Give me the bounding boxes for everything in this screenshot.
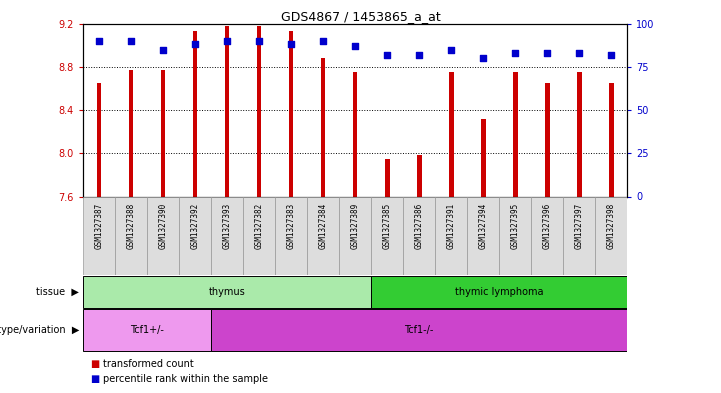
Point	[413, 51, 425, 58]
Text: thymic lymphoma: thymic lymphoma	[455, 287, 544, 297]
Bar	[225, 26, 229, 196]
Text: GSM1327387: GSM1327387	[94, 203, 103, 249]
Point	[510, 50, 521, 56]
Bar	[243, 196, 275, 275]
Text: GSM1327389: GSM1327389	[350, 203, 360, 249]
Bar	[339, 196, 371, 275]
Text: GSM1327388: GSM1327388	[126, 203, 136, 249]
Text: percentile rank within the sample: percentile rank within the sample	[103, 374, 268, 384]
Point	[446, 46, 457, 53]
Text: GSM1327385: GSM1327385	[383, 203, 392, 249]
Point	[317, 38, 329, 44]
Text: GSM1327397: GSM1327397	[575, 203, 584, 249]
Bar	[83, 276, 371, 308]
Point	[477, 55, 489, 61]
Bar	[83, 196, 115, 275]
Bar	[353, 72, 358, 196]
Text: GSM1327394: GSM1327394	[479, 203, 487, 249]
Text: tissue  ▶: tissue ▶	[37, 287, 79, 297]
Point	[157, 46, 169, 53]
Text: GSM1327398: GSM1327398	[607, 203, 616, 249]
Point	[381, 51, 393, 58]
Point	[221, 38, 233, 44]
Point	[93, 38, 105, 44]
Text: GSM1327391: GSM1327391	[446, 203, 456, 249]
Text: thymus: thymus	[208, 287, 245, 297]
Bar	[435, 196, 467, 275]
Text: GSM1327393: GSM1327393	[223, 203, 231, 249]
Bar	[193, 31, 198, 196]
Bar	[97, 83, 102, 196]
Point	[573, 50, 585, 56]
Bar	[563, 196, 596, 275]
Bar	[147, 196, 179, 275]
Bar	[128, 70, 133, 196]
Bar	[115, 196, 147, 275]
Bar	[371, 196, 403, 275]
Bar	[467, 196, 499, 275]
Text: ■: ■	[90, 374, 99, 384]
Text: GSM1327392: GSM1327392	[190, 203, 200, 249]
Bar	[307, 196, 339, 275]
Bar	[211, 309, 627, 351]
Bar	[403, 196, 435, 275]
Bar	[609, 83, 614, 196]
Text: GDS4867 / 1453865_a_at: GDS4867 / 1453865_a_at	[280, 10, 441, 23]
Bar	[211, 196, 243, 275]
Bar	[371, 276, 627, 308]
Bar	[161, 70, 165, 196]
Bar	[545, 83, 549, 196]
Bar	[257, 26, 262, 196]
Bar	[448, 72, 454, 196]
Text: GSM1327396: GSM1327396	[543, 203, 552, 249]
Bar	[499, 196, 531, 275]
Text: GSM1327384: GSM1327384	[319, 203, 327, 249]
Text: GSM1327382: GSM1327382	[255, 203, 264, 249]
Text: genotype/variation  ▶: genotype/variation ▶	[0, 325, 79, 335]
Bar	[321, 58, 325, 196]
Text: GSM1327386: GSM1327386	[415, 203, 424, 249]
Bar	[83, 309, 211, 351]
Text: GSM1327383: GSM1327383	[286, 203, 296, 249]
Point	[286, 41, 297, 48]
Bar	[417, 156, 422, 196]
Bar	[385, 159, 389, 196]
Point	[125, 38, 137, 44]
Bar	[275, 196, 307, 275]
Point	[189, 41, 200, 48]
Point	[541, 50, 553, 56]
Bar	[513, 72, 518, 196]
Bar	[481, 119, 485, 196]
Bar	[577, 72, 582, 196]
Text: GSM1327390: GSM1327390	[159, 203, 167, 249]
Point	[350, 43, 361, 49]
Text: Tcf1-/-: Tcf1-/-	[404, 325, 434, 335]
Bar	[179, 196, 211, 275]
Point	[253, 38, 265, 44]
Bar	[531, 196, 563, 275]
Text: GSM1327395: GSM1327395	[510, 203, 520, 249]
Text: ■: ■	[90, 358, 99, 369]
Point	[606, 51, 617, 58]
Text: transformed count: transformed count	[103, 358, 194, 369]
Bar	[288, 31, 293, 196]
Text: Tcf1+/-: Tcf1+/-	[130, 325, 164, 335]
Bar	[596, 196, 627, 275]
